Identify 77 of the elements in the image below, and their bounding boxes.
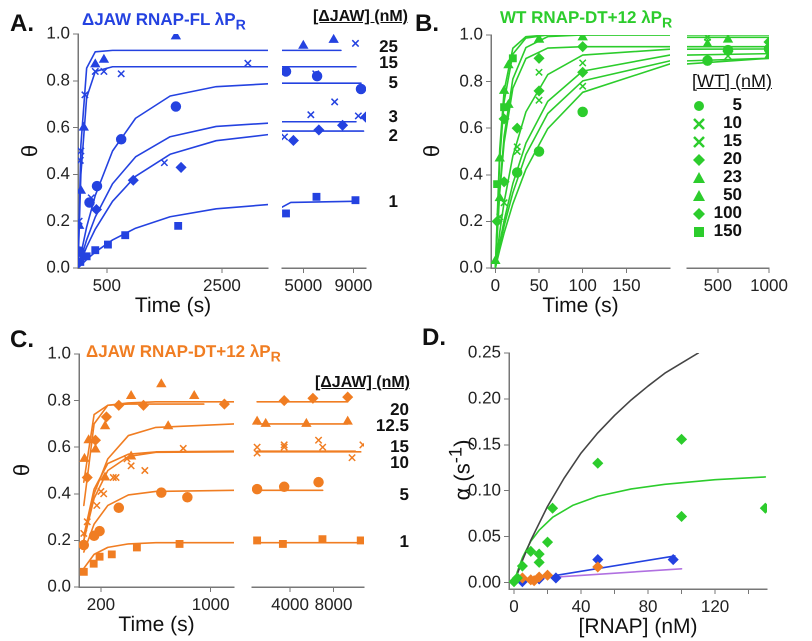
y-tick-label: 1.0 — [46, 24, 70, 43]
x-tick-label: 40 — [572, 596, 590, 616]
text: 25 — [379, 37, 398, 56]
text: A. — [10, 10, 34, 38]
legend-label: 23 — [722, 167, 742, 186]
legend-label: 150 — [712, 221, 742, 240]
y-axis-title: θ — [419, 144, 445, 158]
legend-label: 50 — [722, 185, 742, 204]
x-tick-label: 0 — [490, 276, 500, 295]
x-tick-label: 200 — [86, 594, 116, 614]
text: 3 — [388, 107, 398, 127]
x-axis-title: Time (s) — [541, 294, 620, 318]
text: 10 — [390, 453, 409, 473]
y-tick-label: 0.4 — [46, 164, 70, 184]
x-tick-label: 150 — [612, 276, 641, 295]
annotation: [ΔJAW] (nM) — [314, 374, 410, 392]
text: 12.5 — [376, 416, 409, 436]
y-tick-label: 0.0 — [459, 258, 483, 277]
legend-label: 15 — [722, 131, 742, 150]
text: D. — [422, 324, 446, 352]
x-tick-label: 0 — [509, 596, 519, 616]
y-tick-label: 0.20 — [468, 388, 501, 408]
x-tick-label: 500 — [92, 276, 121, 295]
text: 2 — [388, 126, 398, 146]
y-tick-label: 0.4 — [47, 483, 71, 502]
y-tick-label: 0.25 — [468, 342, 501, 362]
x-tick-label: 100 — [568, 276, 597, 295]
text: 5 — [400, 485, 409, 505]
text: C. — [10, 326, 34, 354]
y-tick-label: 0.2 — [46, 210, 70, 230]
x-tick-label: 80 — [638, 596, 658, 616]
text: 5 — [388, 73, 398, 93]
text: [ΔJAW] (nM) — [312, 8, 408, 26]
y-tick-label: 0.4 — [459, 164, 483, 184]
x-axis-title: Time (s) — [117, 613, 196, 637]
x-tick-label: 50 — [530, 276, 548, 295]
text: 20 — [390, 400, 409, 419]
y-tick-label: 0.00 — [468, 572, 501, 592]
text: 15 — [379, 53, 398, 73]
y-tick-label: 0.2 — [47, 530, 71, 550]
chart-title: ΔJAW RNAP-FL λP$_{R}$ — [82, 10, 246, 34]
legend-label: 100 — [712, 203, 742, 222]
x-tick-label: 8000 — [314, 594, 352, 614]
legend-label: 20 — [722, 149, 742, 168]
y-tick-label: 0.2 — [459, 211, 483, 230]
y-tick-label: 0.6 — [47, 436, 71, 456]
y-tick-label: 0.8 — [47, 390, 71, 410]
legend-label: 10 — [722, 113, 742, 132]
y-tick-label: 0.0 — [47, 576, 71, 596]
y-axis-title: θ — [17, 144, 43, 158]
y-axis-title: θ — [9, 464, 35, 476]
x-tick-label: 4000 — [271, 594, 309, 614]
text: B. — [415, 10, 439, 38]
chart-title: WT RNAP-DT+12 λP$_{R}$ — [500, 8, 672, 32]
legend-title: [WT] (nM) — [692, 71, 772, 91]
y-tick-label: 0.8 — [46, 70, 70, 90]
chart-title: ΔJAW RNAP-DT+12 λP$_{R}$ — [86, 342, 281, 366]
x-axis-title: Time (s) — [134, 294, 212, 318]
legend-label: 5 — [732, 95, 742, 114]
y-tick-label: 0.8 — [459, 71, 483, 90]
y-tick-label: 0.0 — [46, 258, 70, 277]
text: 1 — [400, 532, 409, 552]
x-tick-label: 500 — [704, 276, 732, 295]
x-tick-label: 2500 — [203, 276, 241, 295]
y-tick-label: 1.0 — [47, 344, 71, 363]
y-tick-label: 0.6 — [459, 118, 483, 137]
y-tick-label: 0.6 — [46, 117, 70, 136]
y-tick-label: 1.0 — [459, 24, 483, 44]
x-tick-label: 5000 — [284, 276, 322, 295]
x-tick-label: 9000 — [334, 276, 372, 295]
x-axis-title: [RNAP] (nM) — [577, 615, 698, 639]
x-tick-label: 120 — [700, 596, 730, 616]
x-tick-label: 1000 — [750, 276, 788, 295]
x-tick-label: 1000 — [192, 594, 230, 614]
y-tick-label: 0.05 — [468, 526, 501, 546]
text: 15 — [390, 437, 409, 456]
text: 1 — [388, 192, 398, 212]
